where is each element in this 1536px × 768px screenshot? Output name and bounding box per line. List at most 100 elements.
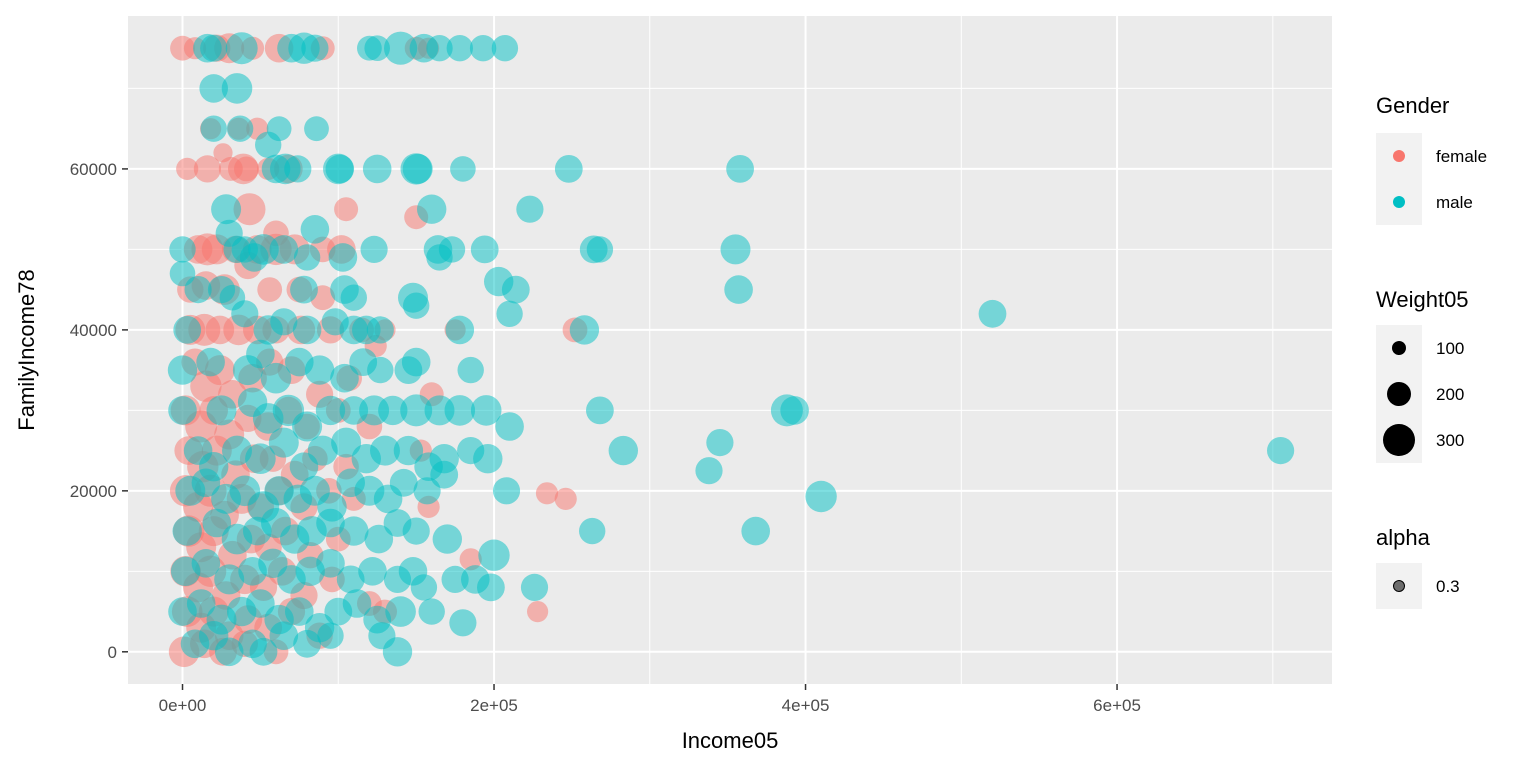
data-point-male — [470, 395, 502, 426]
data-point-male — [358, 557, 387, 586]
legend-gender-key-bg — [1376, 133, 1422, 225]
legend-key-weight-200 — [1387, 382, 1411, 406]
data-point-male — [366, 316, 394, 344]
data-point-male — [304, 355, 335, 385]
data-point-male — [317, 622, 344, 649]
legend-key-weight-300 — [1383, 424, 1415, 456]
data-point-male — [200, 34, 228, 62]
data-point-female — [459, 548, 482, 571]
data-point-male — [724, 275, 753, 304]
data-point-male — [741, 516, 770, 546]
data-point-male — [402, 153, 433, 184]
data-point-male — [292, 411, 323, 442]
data-point-male — [339, 516, 369, 546]
y-tick-label: 60000 — [70, 160, 117, 179]
x-tick-label: 6e+05 — [1093, 696, 1141, 715]
data-point-male — [569, 315, 600, 345]
data-point-male — [340, 284, 367, 311]
data-point-male — [501, 275, 530, 304]
data-point-male — [269, 235, 299, 264]
data-point-male — [432, 524, 462, 554]
data-point-male — [389, 468, 418, 497]
data-point-male — [478, 539, 510, 571]
data-point-male — [364, 35, 391, 61]
data-point-male — [270, 308, 298, 336]
data-point-male — [202, 508, 232, 538]
legend-alpha-title: alpha — [1376, 525, 1431, 550]
data-point-male — [706, 429, 734, 457]
x-axis-title: Income05 — [682, 728, 779, 753]
data-point-male — [328, 243, 358, 272]
data-point-male — [492, 477, 521, 505]
data-point-male — [186, 589, 216, 618]
data-point-male — [316, 549, 345, 578]
data-point-male — [316, 508, 345, 538]
data-point-male — [225, 32, 258, 65]
minor-gridlines — [128, 16, 1332, 684]
data-point-male — [331, 427, 362, 458]
data-point-female — [257, 277, 283, 302]
data-point-male — [477, 573, 505, 602]
data-point-male — [491, 35, 519, 62]
data-point-male — [370, 435, 400, 466]
data-point-female — [527, 601, 549, 623]
data-point-male — [268, 427, 299, 458]
data-point-male — [470, 235, 499, 264]
data-point-male — [325, 154, 355, 184]
data-point-male — [1267, 437, 1295, 465]
data-point-male — [191, 468, 221, 498]
data-point-male — [255, 131, 282, 158]
data-point-male — [214, 637, 244, 667]
series-male-points — [167, 31, 1295, 667]
data-point-male — [184, 276, 212, 304]
data-point-male — [469, 35, 497, 62]
data-point-male — [449, 609, 477, 637]
data-point-male — [222, 435, 252, 466]
data-point-male — [300, 215, 330, 244]
data-point-male — [403, 292, 430, 319]
data-point-female — [193, 155, 221, 183]
data-point-male — [200, 115, 227, 142]
data-point-male — [586, 396, 614, 425]
data-point-male — [418, 598, 445, 625]
data-point-male — [290, 275, 318, 304]
data-point-female — [334, 197, 359, 222]
data-point-male — [382, 637, 413, 667]
data-point-male — [446, 35, 473, 62]
data-point-male — [226, 115, 254, 142]
data-point-female — [233, 193, 266, 226]
data-point-male — [293, 244, 321, 271]
data-point-female — [554, 487, 577, 510]
x-tick-label: 0e+00 — [159, 696, 207, 715]
data-point-male — [285, 597, 314, 626]
data-point-male — [430, 460, 459, 489]
y-tick-label: 20000 — [70, 482, 117, 501]
data-point-male — [445, 315, 475, 345]
legend: Gender female male Weight05 100 200 300 … — [1376, 93, 1487, 609]
data-point-male — [520, 573, 549, 602]
data-point-male — [417, 194, 447, 224]
data-point-male — [245, 443, 276, 475]
data-point-male — [720, 234, 751, 265]
data-point-male — [384, 31, 418, 65]
data-point-male — [364, 524, 394, 554]
data-point-male — [393, 435, 424, 466]
data-point-male — [495, 412, 524, 441]
y-tick-label: 0 — [108, 643, 117, 662]
data-point-male — [401, 347, 431, 377]
data-point-male — [211, 194, 242, 225]
data-point-male — [438, 236, 466, 263]
data-point-male — [978, 299, 1007, 328]
data-point-male — [695, 457, 723, 485]
data-point-male — [457, 356, 484, 384]
data-point-male — [315, 395, 346, 426]
data-point-male — [249, 637, 278, 666]
data-point-male — [444, 395, 476, 426]
legend-weight-title: Weight05 — [1376, 287, 1469, 312]
data-point-male — [579, 517, 606, 545]
data-point-male — [410, 574, 438, 601]
data-point-male — [284, 155, 312, 183]
legend-label-alpha: 0.3 — [1436, 577, 1460, 596]
data-point-male — [167, 355, 198, 385]
